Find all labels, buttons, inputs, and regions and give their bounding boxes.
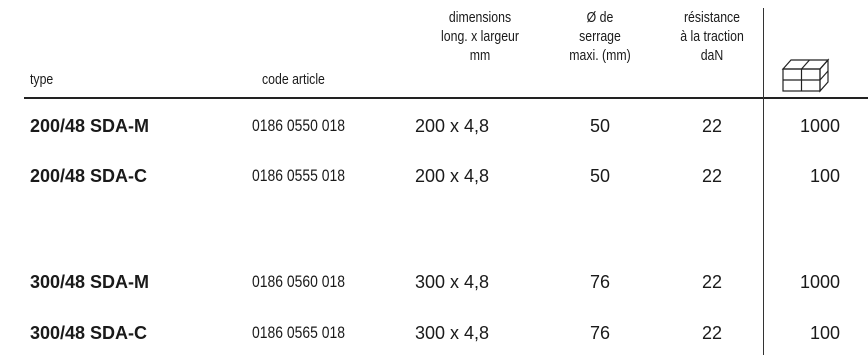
row-resistance: 22 — [701, 166, 723, 186]
row-code: 0186 0550 018 — [252, 116, 346, 135]
row-code: 0186 0560 018 — [252, 272, 346, 291]
header-code: code article — [262, 71, 325, 88]
row-serrage: 50 — [589, 116, 611, 136]
row-type: 300/48 SDA-M — [30, 272, 150, 292]
row-dimensions: 200 x 4,8 — [415, 166, 490, 186]
row-dimensions: 300 x 4,8 — [415, 323, 490, 343]
row-resistance: 22 — [701, 323, 723, 343]
header-serrage: Ø de serrage maxi. (mm) — [569, 9, 631, 64]
header-resistance: résistance à la traction daN — [680, 9, 744, 64]
row-serrage: 76 — [589, 272, 611, 292]
row-code: 0186 0565 018 — [252, 323, 346, 342]
box-stack-icon — [781, 58, 830, 93]
row-resistance: 22 — [701, 116, 723, 136]
row-quantity: 1000 — [799, 116, 840, 136]
column-divider — [763, 8, 764, 355]
row-quantity: 100 — [809, 323, 840, 343]
row-dimensions: 200 x 4,8 — [415, 116, 490, 136]
header-divider — [24, 97, 868, 99]
row-code: 0186 0555 018 — [252, 166, 346, 185]
row-quantity: 100 — [809, 166, 840, 186]
row-serrage: 50 — [589, 166, 611, 186]
row-dimensions: 300 x 4,8 — [415, 272, 490, 292]
header-type: type — [30, 71, 54, 88]
row-resistance: 22 — [701, 272, 723, 292]
header-dimensions: dimensions long. x largeur mm — [441, 9, 519, 64]
row-type: 300/48 SDA-C — [30, 323, 148, 343]
row-quantity: 1000 — [799, 272, 840, 292]
row-type: 200/48 SDA-M — [30, 116, 150, 136]
row-type: 200/48 SDA-C — [30, 166, 148, 186]
row-serrage: 76 — [589, 323, 611, 343]
